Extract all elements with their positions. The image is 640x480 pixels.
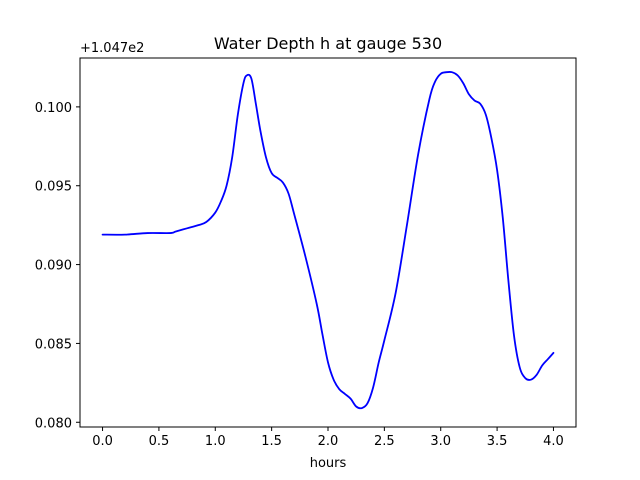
x-tick-label: 1.0 [205, 434, 226, 449]
y-tick-label: 0.095 [35, 180, 72, 195]
y-tick-label: 0.080 [35, 416, 72, 431]
y-tick-label: 0.090 [35, 259, 72, 274]
x-tick-label: 2.5 [374, 434, 395, 449]
chart-title: Water Depth h at gauge 530 [214, 34, 442, 53]
y-axis-ticks: 0.080 0.085 0.090 0.095 0.100 [35, 101, 80, 431]
x-tick-label: 3.5 [487, 434, 508, 449]
x-tick-label: 0.5 [149, 434, 170, 449]
x-tick-label: 1.5 [261, 434, 282, 449]
x-tick-label: 2.0 [318, 434, 339, 449]
x-axis-title: hours [310, 456, 347, 471]
plot-frame [79, 57, 577, 428]
y-tick-label: 0.085 [35, 337, 72, 352]
y-tick-label: 0.100 [35, 101, 72, 116]
x-axis-ticks: 0.0 0.5 1.0 1.5 2.0 2.5 3.0 3.5 4.0 [92, 427, 564, 449]
series-line [101, 70, 555, 410]
x-tick-label: 0.0 [92, 434, 113, 449]
x-tick-label: 4.0 [543, 434, 564, 449]
x-tick-label: 3.0 [430, 434, 451, 449]
y-offset-label: +1.047e2 [80, 41, 144, 56]
